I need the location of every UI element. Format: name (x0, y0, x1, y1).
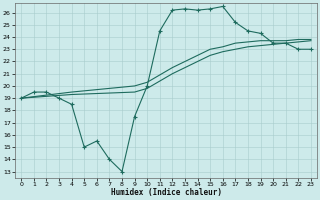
X-axis label: Humidex (Indice chaleur): Humidex (Indice chaleur) (111, 188, 221, 197)
